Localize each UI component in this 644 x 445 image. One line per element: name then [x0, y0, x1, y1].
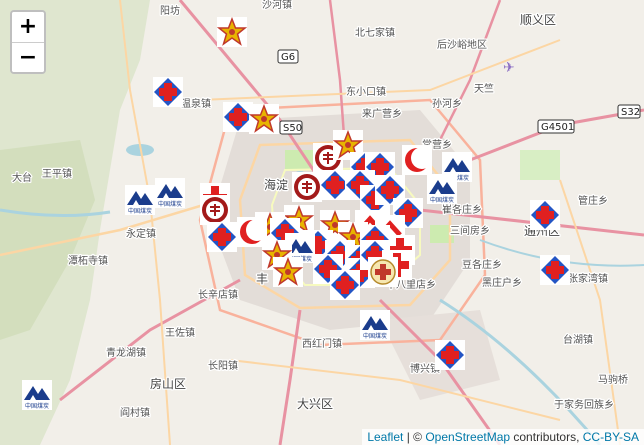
place-label: 海淀 [264, 177, 288, 192]
place-label: 豆各庄乡 [462, 258, 502, 271]
place-label: 顺义区 [520, 13, 556, 27]
zoom-out-button[interactable]: − [12, 42, 44, 72]
attribution: Leaflet | © OpenStreetMap contributors, … [362, 429, 644, 445]
road-shield-s50: S50 [279, 120, 303, 135]
svg-text:中国煤炭: 中国煤炭 [430, 196, 454, 204]
zoom-control: + − [10, 10, 46, 74]
place-label: 西红门镇 [302, 337, 342, 350]
road-shield-s32: S32 [617, 104, 641, 119]
place-label: 来广营乡 [362, 107, 402, 120]
license-link[interactable]: CC-BY-SA [582, 430, 639, 444]
star-marker[interactable] [217, 17, 247, 47]
svg-text:中国煤炭: 中国煤炭 [445, 174, 469, 182]
university-seal-marker[interactable] [292, 172, 322, 202]
road-shield-g6: G6 [277, 49, 299, 64]
blue-cross-marker[interactable] [375, 175, 405, 205]
blue-cross-marker[interactable] [207, 222, 237, 252]
star-marker[interactable] [273, 257, 303, 287]
place-label: 潭柘寺镇 [68, 254, 108, 267]
place-label: 王平镇 [42, 167, 72, 180]
place-label: 东小口镇 [346, 85, 386, 98]
blue-cross-marker[interactable] [540, 255, 570, 285]
zoom-in-button[interactable]: + [12, 12, 44, 42]
place-label: 阳坊 [160, 4, 180, 17]
blue-cross-marker[interactable] [330, 270, 360, 300]
place-label: 博兴镇 [410, 362, 440, 375]
osm-link[interactable]: OpenStreetMap [425, 430, 511, 444]
place-label: 崔各庄乡 [442, 203, 482, 216]
svg-text:✈: ✈ [503, 60, 515, 76]
coal-mine-logo-marker[interactable]: 中国煤炭 [360, 310, 390, 340]
place-label: 王佐镇 [165, 326, 195, 339]
svg-text:中国煤炭: 中国煤炭 [158, 200, 182, 208]
place-label: 天竺 [474, 82, 494, 95]
coal-mine-logo-marker[interactable]: 中国煤炭 [427, 174, 457, 204]
place-label: 大台 [12, 171, 32, 184]
coal-mine-logo-marker[interactable]: 中国煤炭 [22, 380, 52, 410]
place-label: 后沙峪地区 [437, 38, 487, 51]
red-crescent-marker[interactable] [237, 217, 267, 247]
blue-cross-marker[interactable] [223, 102, 253, 132]
star-marker[interactable] [249, 104, 279, 134]
coal-mine-logo-marker[interactable]: 中国煤炭 [125, 185, 155, 215]
place-label: 阎村镇 [120, 406, 150, 419]
place-label: 管庄乡 [578, 194, 608, 207]
place-label: 丰 [256, 272, 268, 286]
blue-cross-marker[interactable] [435, 340, 465, 370]
star-marker[interactable] [333, 130, 363, 160]
svg-text:中国煤炭: 中国煤炭 [363, 332, 387, 340]
place-label: 长阳镇 [208, 359, 238, 372]
red-crescent-marker[interactable] [402, 145, 432, 175]
blue-cross-marker[interactable] [153, 77, 183, 107]
svg-text:中国煤炭: 中国煤炭 [128, 207, 152, 215]
place-label: 马驹桥 [598, 373, 628, 386]
blue-cross-marker[interactable] [530, 200, 560, 230]
attribution-separator: | © [403, 430, 426, 444]
place-label: 青龙湖镇 [106, 346, 146, 359]
svg-text:G4501: G4501 [541, 122, 574, 133]
place-label: 三间房乡 [450, 224, 490, 237]
place-label: 张家湾镇 [568, 272, 608, 285]
leaflet-link[interactable]: Leaflet [367, 430, 404, 444]
place-label: 沙河镇 [262, 0, 292, 11]
coal-mine-logo-marker[interactable]: 中国煤炭 [155, 178, 185, 208]
place-label: 于家务回族乡 [554, 398, 614, 411]
place-label: 永定镇 [126, 227, 156, 240]
place-label: 北七家镇 [355, 26, 395, 39]
attribution-contributors: contributors, [510, 430, 583, 444]
svg-text:中国煤炭: 中国煤炭 [25, 402, 49, 410]
place-label: 长辛店镇 [198, 288, 238, 301]
place-label: 黑庄户乡 [482, 276, 522, 289]
road-shield-g4501: G4501 [537, 119, 575, 134]
svg-text:S50: S50 [283, 123, 302, 134]
place-label: 房山区 [150, 376, 186, 391]
university-seal-marker[interactable] [200, 195, 230, 225]
svg-text:S32: S32 [621, 107, 640, 118]
emblem-marker[interactable] [368, 257, 398, 287]
place-label: 温泉镇 [181, 97, 211, 110]
place-label: 大兴区 [297, 397, 333, 411]
place-label: 孙河乡 [432, 97, 462, 110]
svg-text:G6: G6 [281, 52, 295, 63]
place-label: 台湖镇 [563, 333, 593, 346]
